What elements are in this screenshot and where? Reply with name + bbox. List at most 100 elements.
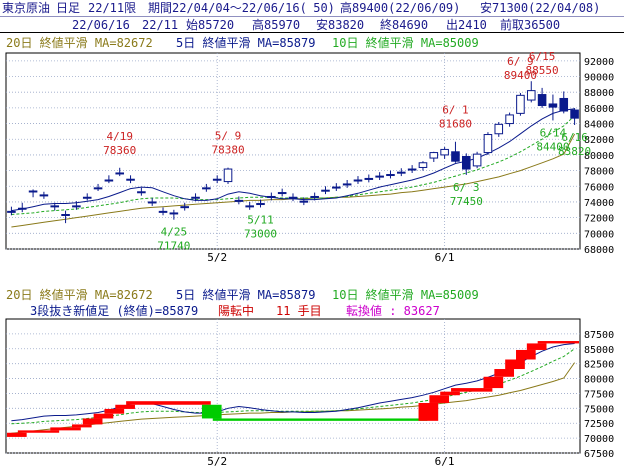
candle-body (472, 153, 482, 167)
chart-header: 東京原油 日足 22/11限 期間22/04/04～22/06/16( 50) … (0, 0, 624, 33)
annotation-value: 83820 (558, 145, 591, 158)
break-brick (451, 388, 493, 392)
header-period: 日足 (56, 1, 81, 15)
break-brick (483, 376, 504, 389)
annotation-date: 6/16 (561, 131, 588, 144)
price-x-tick-label: 5/2 (207, 251, 227, 264)
price-x-tick-label: 6/1 (435, 251, 455, 264)
candle-body (147, 201, 157, 204)
break-brick (7, 432, 27, 437)
annotation-date: 4/25 (161, 226, 188, 239)
candle-body (299, 200, 309, 203)
candle-body (202, 187, 211, 190)
candle-body (537, 94, 547, 107)
break-bricks (7, 341, 579, 437)
break-reversal: 転換値 : 83627 (346, 303, 440, 318)
annotation-value: 84400 (536, 140, 569, 153)
break-brick (71, 424, 92, 428)
price-y-axis: 68000 70000 72000 74000 76000 78000 80000 82000… (584, 57, 614, 256)
lower-legend-ma5: 5日 終値平滑 MA=85879 (176, 287, 315, 302)
price-y-tick-label: 86000 (584, 104, 614, 115)
price-chart-panel: 20日 終値平滑 MA=82672 5日 終値平滑 MA=85879 10日 終… (5, 35, 614, 264)
candle-body (505, 114, 514, 125)
annotation-value: 78380 (211, 144, 244, 157)
annotation-value: 71740 (157, 240, 190, 253)
annotation-date: 6/ 9 (507, 55, 534, 68)
candle-body (440, 148, 449, 156)
candle-body (353, 179, 363, 182)
candle-body (7, 210, 16, 213)
legend-ma5: 5日 終値平滑 MA=85879 (176, 35, 315, 50)
candle-body (72, 205, 81, 208)
candle-body (104, 179, 114, 182)
header-high-2: 高85970 (252, 18, 301, 32)
price-y-tick-label: 92000 (584, 57, 614, 68)
header-contract-2: 22/11 (142, 18, 179, 32)
break-y-tick-label: 72500 (584, 419, 614, 430)
candle-body (256, 203, 265, 206)
break-brick (440, 391, 460, 396)
price-y-tick-label: 80000 (584, 151, 614, 162)
header-contract: 22/11限 (88, 1, 137, 15)
break-brick (526, 343, 547, 350)
break-x-tick-label: 6/1 (435, 455, 455, 468)
candle-body (288, 196, 298, 199)
price-y-tick-label: 70000 (584, 229, 614, 240)
candle-body (548, 103, 558, 108)
candle-body (223, 168, 233, 183)
candle-body (115, 172, 125, 175)
candle-body (245, 205, 254, 208)
break-brick (93, 413, 114, 419)
break-frame (5, 318, 581, 454)
break-y-axis: 67500 70000 72500 75000 77500 80000 82500 85000… (584, 330, 614, 460)
header-volume: 出2410 (446, 18, 487, 32)
candle-body (570, 109, 579, 119)
annotation-value: 88550 (526, 64, 559, 77)
lower-legend-ma10: 10日 終値平滑 MA=85009 (332, 287, 479, 302)
break-brick (115, 404, 135, 409)
candle-body (39, 194, 49, 197)
header-low-2: 安83820 (316, 18, 365, 32)
price-y-tick-label: 72000 (584, 214, 614, 225)
break-y-tick-label: 80000 (584, 375, 614, 386)
candle-body (494, 123, 504, 135)
annotation-date: 5/11 (247, 213, 274, 226)
price-grid (5, 52, 581, 250)
annotation-value: 81680 (439, 118, 472, 131)
break-y-tick-label: 85000 (584, 345, 614, 356)
legend-ma10: 10日 終値平滑 MA=85009 (332, 35, 479, 50)
price-y-tick-label: 84000 (584, 120, 614, 131)
header-open: 始85720 (186, 18, 235, 32)
break-brick (429, 395, 450, 403)
break-label: 3段抜き新値足 (終値)=85879 (30, 303, 198, 318)
candle-body (364, 177, 374, 180)
break-y-tick-label: 70000 (584, 434, 614, 445)
annotation-date: 6/ 3 (453, 181, 480, 194)
candle-body (429, 152, 439, 159)
break-brick (537, 341, 579, 344)
break-brick (418, 402, 439, 421)
header-line-1: 東京原油 日足 22/11限 期間22/04/04～22/06/16( 50) … (0, 0, 624, 16)
moving-averages (11, 108, 576, 228)
price-y-tick-label: 88000 (584, 88, 614, 99)
price-frame (5, 52, 581, 250)
candle-body (126, 178, 135, 181)
annotation-date: 6/14 (540, 126, 567, 139)
candle-body (212, 178, 222, 181)
break-brick (17, 430, 60, 433)
header-close: 終84690 (380, 18, 429, 32)
candle-body (526, 90, 536, 101)
candle-body (483, 134, 493, 154)
candle-body (310, 195, 319, 198)
break-x-tick-label: 5/2 (207, 455, 227, 468)
header-date: 22/06/16 (72, 18, 130, 32)
break-brick (50, 427, 81, 431)
header-prev: 前取36500 (500, 18, 561, 32)
price-x-axis: 5/2 6/1 (207, 251, 454, 264)
candle-body (407, 168, 417, 171)
break-x-axis: 5/2 6/1 (207, 455, 454, 468)
header-range: 期間22/04/04～22/06/16( (148, 1, 307, 15)
break-y-tick-label: 82500 (584, 360, 614, 371)
break-grid (5, 318, 581, 454)
candle-body (234, 199, 244, 202)
